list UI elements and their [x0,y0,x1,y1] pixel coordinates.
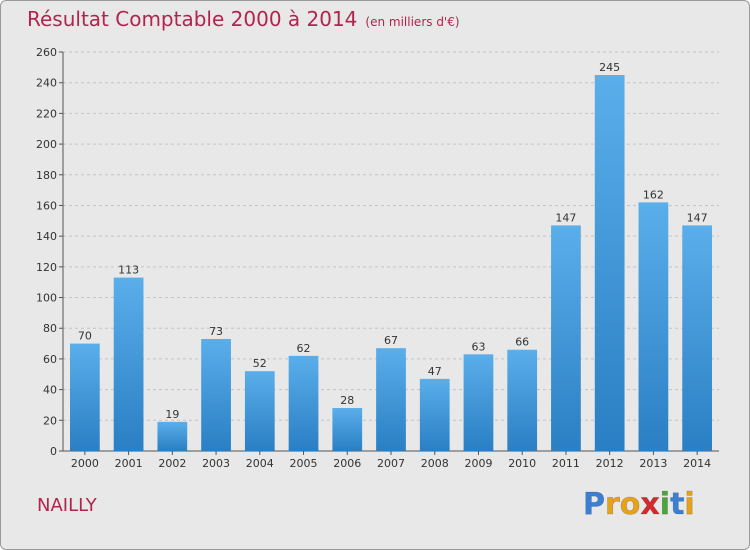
value-label: 19 [165,408,179,421]
value-label: 67 [384,334,398,347]
logo-letter: x [640,487,660,523]
y-tick-label: 180 [36,169,57,182]
bar [113,277,144,451]
y-tick-label: 200 [36,138,57,151]
bar [551,225,581,451]
bar [463,354,494,451]
value-label: 162 [643,188,664,201]
value-label: 147 [555,211,576,224]
y-tick-label: 60 [43,353,57,366]
y-tick-label: 100 [36,292,57,305]
y-tick-label: 120 [36,261,57,274]
y-tick-label: 140 [36,230,57,243]
logo-letter: t [670,487,685,523]
chart-title: Résultat Comptable 2000 à 2014 [27,7,358,31]
value-label: 147 [687,211,708,224]
x-tick-label: 2004 [246,457,274,470]
x-tick-label: 2003 [202,457,230,470]
title-row: Résultat Comptable 2000 à 2014 (en millie… [27,7,460,31]
x-tick-label: 2011 [552,457,580,470]
value-label: 245 [599,61,620,74]
value-label: 66 [515,336,529,349]
x-tick-label: 2006 [333,457,361,470]
bar [201,338,231,451]
x-tick-label: 2010 [508,457,536,470]
logo-letter: o [619,487,641,523]
y-tick-label: 20 [43,414,57,427]
bar [244,371,275,451]
value-label: 73 [209,325,223,338]
value-label: 70 [78,330,92,343]
y-tick-label: 220 [36,107,57,120]
logo-letter: r [605,487,620,523]
value-label: 63 [471,340,485,353]
x-tick-label: 2012 [596,457,624,470]
y-tick-label: 160 [36,199,57,212]
y-tick-label: 0 [50,445,57,458]
bar [507,349,538,451]
bar [682,225,713,451]
x-tick-label: 2013 [639,457,667,470]
y-tick-label: 240 [36,77,57,90]
bar [638,202,669,451]
bar [288,355,319,451]
bar [594,75,625,452]
x-tick-label: 2007 [377,457,405,470]
y-tick-label: 40 [43,384,57,397]
labels: 70 2000 113 2001 19 2002 73 2003 52 2004 62 2005 28 2… [71,61,711,470]
bar [69,343,100,451]
bar [419,378,450,451]
x-tick-label: 2002 [158,457,186,470]
x-tick-label: 2009 [464,457,492,470]
bar [332,408,363,451]
value-label: 28 [340,394,354,407]
value-label: 52 [253,357,267,370]
x-tick-label: 2008 [421,457,449,470]
x-tick-label: 2001 [115,457,143,470]
logo-letter: i [684,487,695,523]
x-tick-label: 2014 [683,457,711,470]
bar [157,421,188,451]
chart-subtitle: (en milliers d'€) [365,15,460,29]
x-tick-label: 2000 [71,457,99,470]
proxiti-logo: Proxiti [583,487,695,523]
x-tick-label: 2005 [290,457,318,470]
value-label: 113 [118,264,139,277]
y-tick-label: 80 [43,322,57,335]
bar [376,348,406,451]
logo-letter: i [659,487,671,523]
y-tick-label: 260 [36,46,57,59]
logo-letter: P [583,487,606,523]
bars [69,75,713,452]
value-label: 62 [297,342,311,355]
value-label: 47 [428,365,442,378]
commune-name: NAILLY [37,495,97,516]
